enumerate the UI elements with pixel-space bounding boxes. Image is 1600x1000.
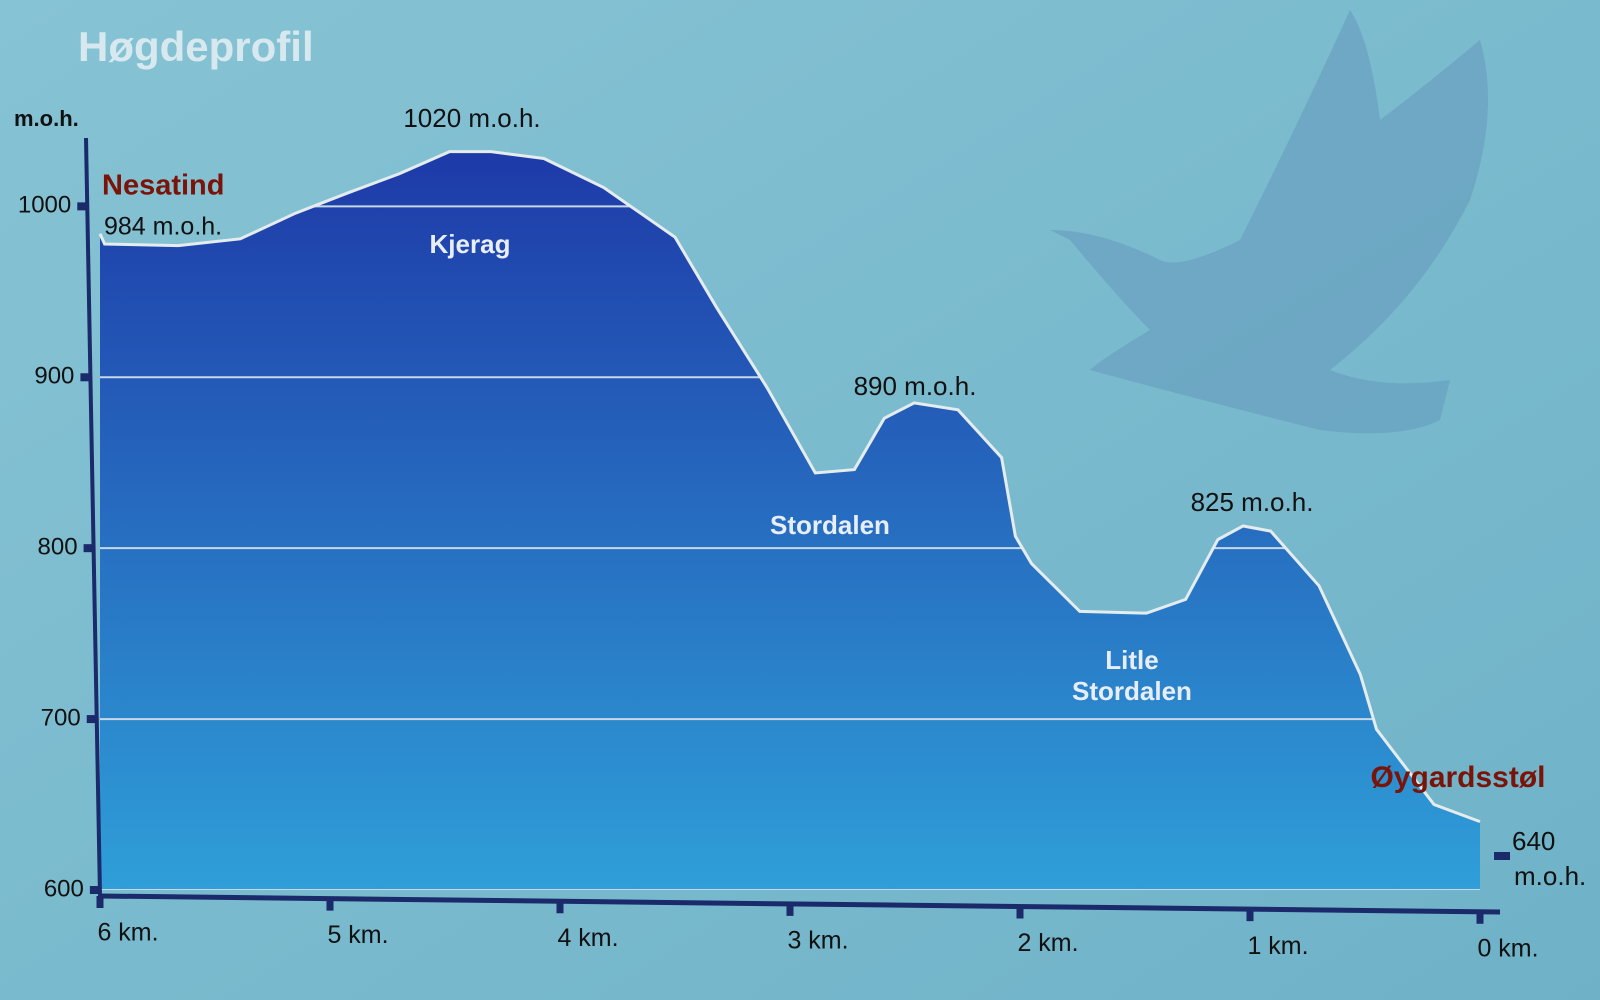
annotation: 825 m.o.h. [1191, 487, 1314, 517]
annotation: 640 [1512, 826, 1555, 856]
annotation: Litle [1105, 645, 1158, 675]
x-tick-label: 6 km. [97, 919, 158, 947]
elevation-profile [98, 150, 1481, 824]
annotation: Stordalen [770, 510, 890, 540]
chart-title: Høgdeprofil [78, 23, 314, 70]
annotation: Øygardsstøl [1370, 761, 1545, 794]
x-tick-label: 1 km. [1247, 932, 1308, 960]
y-tick-label: 600 [44, 875, 84, 902]
x-tick-label: 3 km. [787, 926, 848, 954]
y-tick-label: 900 [34, 363, 74, 390]
eagle-silhouette [1050, 10, 1488, 434]
y-tick-label: 800 [38, 534, 78, 561]
annotation: 1020 m.o.h. [403, 103, 540, 133]
y-axis-label: m.o.h. [14, 106, 79, 131]
annotation: 984 m.o.h. [104, 213, 222, 241]
end-marker [1494, 852, 1510, 860]
y-axis [84, 137, 102, 897]
x-tick-label: 2 km. [1017, 929, 1078, 957]
x-tick-label: 0 km. [1477, 934, 1538, 962]
plot: 600 700 800 900 1000 6 km. 5 km. 4 km. 3 km. 2 km… [18, 103, 1586, 963]
annotation: m.o.h. [1514, 861, 1586, 891]
annotation: Stordalen [1072, 676, 1192, 706]
y-tick-label: 700 [41, 704, 81, 731]
x-tick-label: 4 km. [557, 924, 618, 952]
annotation: 890 m.o.h. [854, 371, 977, 401]
annotation: Nesatind [102, 170, 224, 202]
x-tick-label: 5 km. [327, 921, 388, 949]
y-tick-label: 1000 [18, 192, 71, 219]
area-fill [100, 151, 1480, 890]
annotation: Kjerag [430, 229, 511, 259]
